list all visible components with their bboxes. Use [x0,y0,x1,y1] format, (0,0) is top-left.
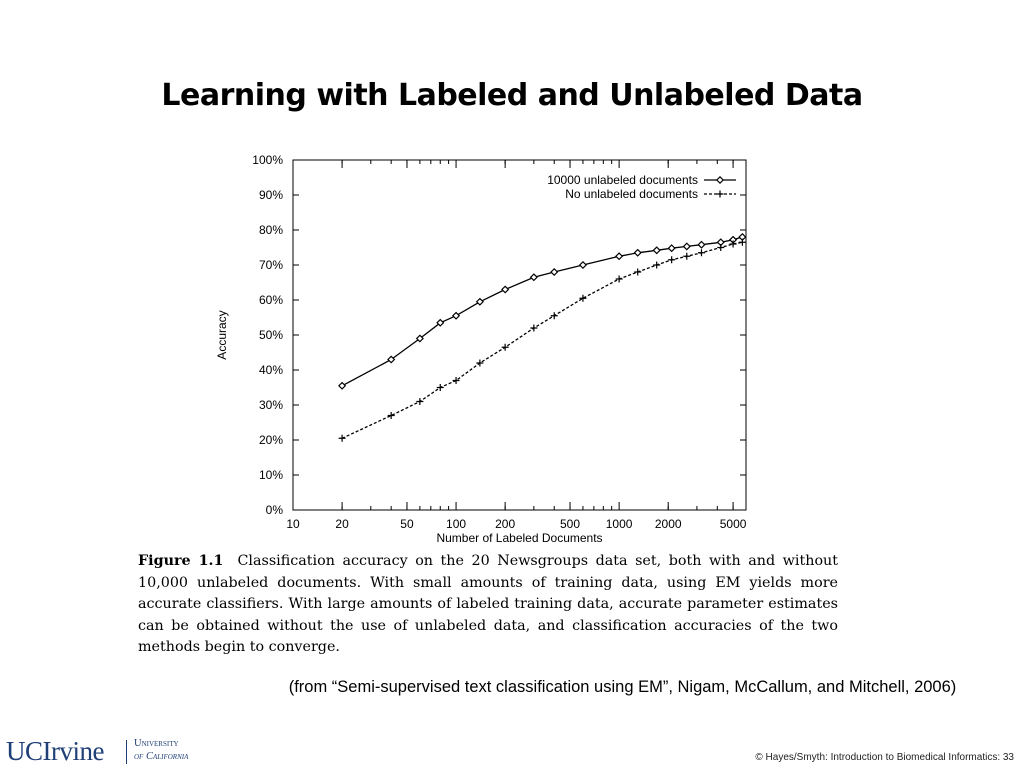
data-point-plus [579,294,587,302]
data-point-plus [729,240,737,248]
x-tick-label: 2000 [655,517,682,531]
accuracy-line-chart: 0% 10% 20% 30% 40% 50% 60% 70% 80% 90% 100% 10 20 50 1… [215,153,747,545]
data-point-diamond [652,246,661,255]
data-point-diamond [633,248,642,257]
data-point-plus [436,384,444,391]
figure-caption-text: Classification accuracy on the 20 Newsgr… [138,553,838,655]
data-point-plus [653,261,661,269]
data-point-plus [634,268,642,276]
data-point-plus [716,190,724,198]
x-tick-label: 10 [286,517,300,531]
data-point-diamond [436,318,445,327]
legend-label-2: No unlabeled documents [565,187,698,201]
data-point-plus [476,359,484,367]
y-tick-label: 80% [259,223,283,237]
y-tick-label: 10% [259,468,283,482]
data-point-plus [683,252,691,260]
x-tick-label: 20 [335,517,349,531]
data-point-plus [697,249,705,257]
data-point-diamond [475,297,484,306]
y-tick-label: 100% [252,153,283,167]
y-tick-label: 0% [266,503,284,517]
data-point-plus [501,343,509,351]
data-point-diamond [615,252,624,261]
slide-title: Learning with Labeled and Unlabeled Data [161,78,863,113]
data-point-diamond [387,355,396,364]
x-tick-label: 500 [560,517,580,531]
data-point-diamond [667,244,676,253]
logo-divider [126,740,127,764]
data-point-plus [668,256,676,264]
data-point-diamond [415,334,424,343]
y-tick-label: 70% [259,258,283,272]
logo-line-2: of California [134,751,189,762]
y-tick-label: 50% [259,328,283,342]
data-point-diamond [501,285,510,294]
x-tick-label: 1000 [606,517,633,531]
data-point-plus [530,324,538,332]
y-tick-label: 20% [259,433,283,447]
y-tick-label: 30% [259,398,283,412]
x-tick-label: 5000 [720,517,747,531]
data-point-diamond [682,242,691,251]
figure-caption-label: Figure 1.1 [138,553,224,569]
data-point-plus [416,398,424,405]
citation: (from “Semi-supervised text classificati… [288,678,957,696]
data-point-diamond [338,381,347,390]
data-point-plus [615,275,623,283]
data-point-diamond [715,175,725,185]
data-point-diamond [550,267,559,277]
footer-copyright: © Hayes/Smyth: Introduction to Biomedica… [755,752,1014,763]
series-line-1 [341,236,743,387]
x-tick-label: 50 [400,517,414,531]
data-point-plus [550,312,558,320]
x-tick-label: 200 [495,517,515,531]
x-axis-label: Number of Labeled Documents [436,531,602,545]
data-point-diamond [452,311,461,320]
data-point-plus [387,412,395,419]
y-tick-label: 90% [259,188,283,202]
plot-frame [292,159,747,511]
data-point-plus [338,434,346,442]
data-point-plus [717,244,725,251]
logo-line-1: University [134,738,179,749]
x-tick-label: 100 [446,517,466,531]
data-point-diamond [697,240,706,249]
logo-university-text: University of California [134,737,188,763]
series-line-2 [341,241,743,439]
y-axis-label: Accuracy [215,310,229,359]
figure-caption: Figure 1.1 Classification accuracy on the… [138,551,838,659]
data-point-diamond [529,273,538,282]
legend-label-1: 10000 unlabeled documents [547,173,698,187]
logo-main-text: UCIrvine [6,736,104,766]
data-point-plus [452,377,460,384]
data-point-diamond [578,260,587,270]
y-tick-label: 60% [259,293,283,307]
y-tick-label: 40% [259,363,283,377]
data-point-plus [738,238,746,246]
uc-irvine-logo: UCIrvine University of California [6,734,216,768]
